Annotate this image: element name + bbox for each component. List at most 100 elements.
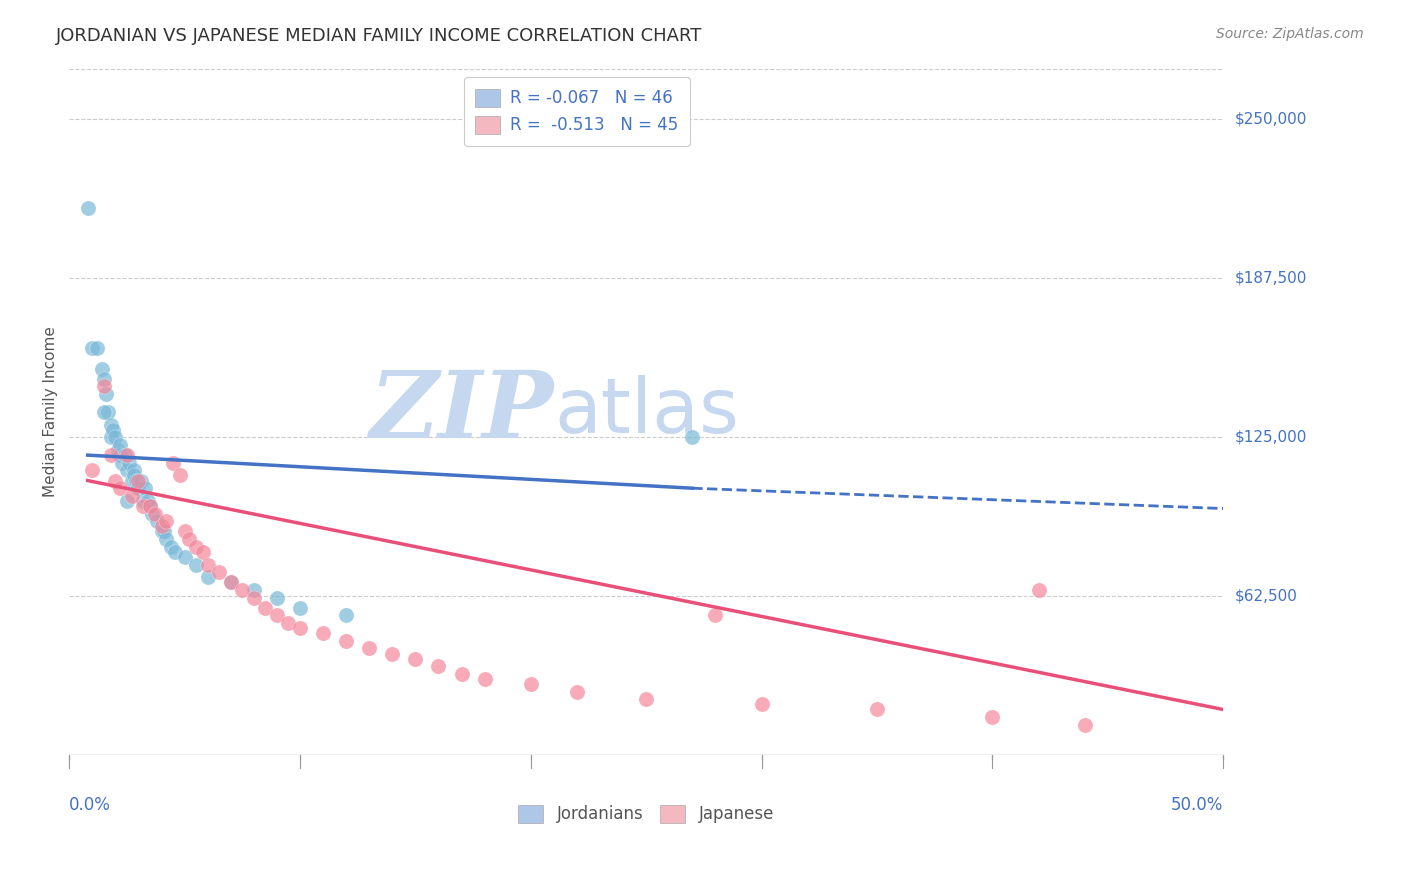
Point (197, 558, 219, 572)
Point (96, 387, 118, 401)
Point (981, 710, 1004, 724)
Text: ZIP: ZIP (370, 367, 554, 457)
Point (173, 549, 195, 564)
Point (118, 456, 141, 470)
Point (127, 474, 149, 488)
Point (219, 575, 242, 590)
Point (254, 600, 277, 615)
Point (186, 540, 208, 554)
Point (288, 600, 311, 615)
Point (111, 456, 134, 470)
Text: JORDANIAN VS JAPANESE MEDIAN FAMILY INCOME CORRELATION CHART: JORDANIAN VS JAPANESE MEDIAN FAMILY INCO… (56, 27, 703, 45)
Point (76, 202, 98, 216)
Point (153, 524, 176, 539)
Point (104, 474, 127, 488)
Point (231, 582, 253, 597)
Point (93, 372, 115, 386)
Point (101, 423, 124, 437)
Point (704, 608, 727, 623)
Point (134, 481, 156, 495)
Point (143, 507, 166, 521)
Point (427, 659, 450, 673)
Point (100, 448, 122, 462)
Point (335, 608, 357, 623)
Point (121, 474, 143, 488)
Point (129, 474, 152, 488)
Point (404, 651, 426, 665)
Point (127, 481, 149, 495)
Point (115, 494, 138, 508)
Point (520, 677, 543, 691)
Point (191, 545, 214, 559)
Point (1028, 582, 1050, 597)
Point (866, 702, 889, 716)
Point (108, 481, 131, 495)
Point (100, 417, 122, 432)
Point (169, 468, 191, 483)
Point (266, 608, 288, 623)
Point (82, 341, 104, 355)
Point (179, 532, 201, 546)
Point (155, 532, 177, 546)
Point (125, 474, 148, 488)
Point (107, 443, 129, 458)
Point (150, 524, 173, 539)
Point (97, 405, 120, 419)
Point (132, 494, 155, 508)
Point (173, 524, 195, 539)
Point (155, 514, 177, 528)
Point (159, 540, 181, 554)
Y-axis label: Median Family Income: Median Family Income (44, 326, 58, 498)
Point (312, 626, 335, 640)
Point (93, 379, 115, 393)
Point (335, 633, 357, 648)
Point (197, 570, 219, 584)
Point (636, 692, 658, 706)
Point (139, 499, 162, 513)
Point (122, 468, 145, 483)
Point (93, 405, 115, 419)
Point (288, 621, 311, 635)
Point (139, 499, 162, 513)
Point (186, 558, 208, 572)
Text: $250,000: $250,000 (1234, 112, 1306, 127)
Point (114, 448, 136, 462)
Point (104, 430, 127, 444)
Point (208, 565, 231, 579)
Point (115, 463, 138, 477)
Point (359, 641, 381, 656)
Text: atlas: atlas (554, 375, 738, 449)
Point (751, 698, 773, 712)
Point (136, 494, 159, 508)
Point (122, 463, 145, 477)
Point (243, 582, 266, 597)
Point (90, 361, 112, 376)
Point (162, 456, 184, 470)
Point (381, 647, 404, 661)
Point (243, 591, 266, 605)
Text: $62,500: $62,500 (1234, 589, 1298, 604)
Text: Source: ZipAtlas.com: Source: ZipAtlas.com (1216, 27, 1364, 41)
Point (277, 615, 299, 630)
Point (146, 514, 169, 528)
Point (266, 591, 288, 605)
Point (1073, 717, 1095, 731)
Text: 0.0%: 0.0% (69, 797, 111, 814)
Point (474, 672, 496, 686)
Point (681, 430, 703, 444)
Point (108, 448, 131, 462)
Text: $125,000: $125,000 (1234, 430, 1306, 445)
Legend: Jordanians, Japanese: Jordanians, Japanese (519, 805, 773, 823)
Text: $187,500: $187,500 (1234, 271, 1306, 285)
Point (141, 507, 163, 521)
Point (86, 341, 108, 355)
Point (219, 575, 242, 590)
Point (565, 684, 588, 698)
Point (108, 438, 131, 452)
Text: 50.0%: 50.0% (1171, 797, 1223, 814)
Point (150, 519, 173, 533)
Point (132, 499, 155, 513)
Point (450, 666, 472, 681)
Point (115, 448, 138, 462)
Point (165, 545, 187, 559)
